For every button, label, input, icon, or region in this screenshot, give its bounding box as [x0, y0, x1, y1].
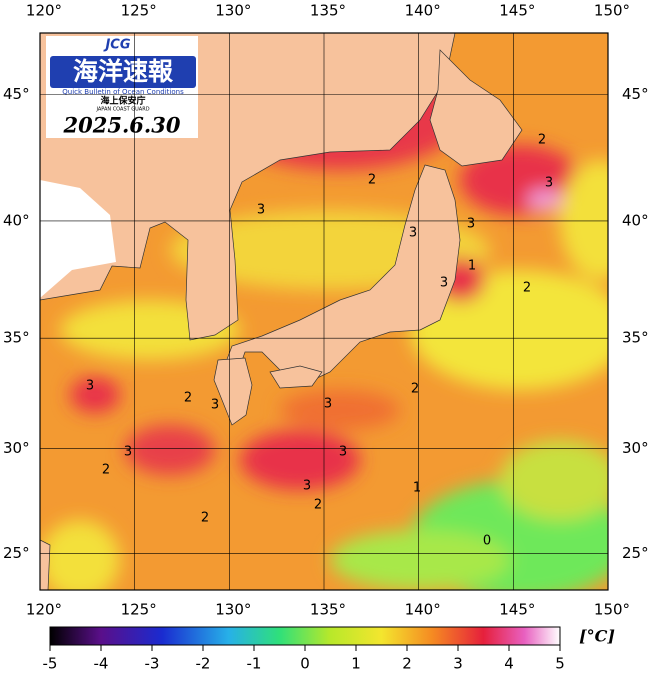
logo-agency-en: JAPAN COAST GUARD	[95, 107, 149, 113]
contour-label: 1	[413, 481, 421, 496]
lon-tick-label: 135°	[310, 601, 346, 619]
colorbar-tick-label: 5	[555, 655, 565, 673]
lon-tick-label: 130°	[215, 601, 251, 619]
lon-tick-label: 150°	[594, 2, 630, 20]
contour-label: 2	[184, 391, 192, 406]
colorbar-tick-label: 1	[351, 655, 361, 673]
logo-mark: JCG	[102, 38, 130, 53]
colorbar-tick-label: -5	[43, 655, 58, 673]
colorbar-tick-label: -3	[145, 655, 160, 673]
contour-label: 3	[124, 445, 132, 460]
lon-tick-label: 140°	[405, 601, 441, 619]
contour-label: 0	[483, 534, 491, 549]
lon-tick-label: 140°	[405, 2, 441, 20]
lat-tick-label: 40°	[3, 211, 30, 229]
lat-tick-label: 25°	[3, 544, 30, 562]
contour-label: 2	[411, 382, 419, 397]
contour-label: 3	[303, 479, 311, 494]
contour-label: 3	[324, 397, 332, 412]
colorbar-tick-label: -1	[247, 655, 262, 673]
logo-agency: 海上保安庁	[100, 95, 145, 107]
lat-tick-label: 40°	[622, 211, 649, 229]
colorbar-tick-label: 3	[453, 655, 463, 673]
logo: JCG 海洋速報 Quick Bulletin of Ocean Conditi…	[46, 36, 198, 138]
lon-tick-label: 145°	[499, 601, 535, 619]
lon-tick-label: 125°	[121, 2, 157, 20]
contour-label: 3	[409, 226, 417, 241]
contour-label: 3	[257, 203, 265, 218]
date: 2025.6.30	[63, 113, 181, 138]
lat-tick-label: 30°	[3, 439, 30, 457]
logo-subtitle: Quick Bulletin of Ocean Conditions	[62, 88, 184, 96]
no-data	[40, 180, 116, 298]
logo-title-box	[50, 56, 196, 88]
lat-tick-label: 25°	[622, 544, 649, 562]
contour-label: 3	[440, 276, 448, 291]
contour-label: 3	[545, 176, 553, 191]
colorbar-unit: [°C]	[579, 627, 615, 646]
contour-label: 2	[201, 511, 209, 526]
contour-label: 3	[86, 379, 94, 394]
contour-label: 2	[102, 463, 110, 478]
lon-tick-label: 120°	[26, 601, 62, 619]
lon-tick-label: 145°	[499, 2, 535, 20]
contour-label: 2	[523, 281, 531, 296]
lon-tick-label: 120°	[26, 2, 62, 20]
contour-label: 2	[314, 498, 322, 513]
contour-label: 2	[368, 173, 376, 188]
logo-title: 海洋速報	[73, 57, 174, 86]
lat-tick-label: 30°	[622, 439, 649, 457]
contour-label: 3	[467, 217, 475, 232]
colorbar-tick-label: -4	[94, 655, 109, 673]
contour-label: 2	[538, 133, 546, 148]
lat-tick-label: 35°	[3, 329, 30, 347]
colorbar-tick-label: 0	[300, 655, 310, 673]
colorbar-tick-label: 4	[504, 655, 514, 673]
lat-tick-label: 45°	[3, 85, 30, 103]
contour-label: 3	[211, 398, 219, 413]
colorbar-tick-label: -2	[196, 655, 211, 673]
contour-label: 3	[339, 445, 347, 460]
lat-tick-label: 45°	[622, 85, 649, 103]
lon-tick-label: 125°	[121, 601, 157, 619]
lon-tick-label: 135°	[310, 2, 346, 20]
colorbar-tick-label: 2	[402, 655, 412, 673]
lon-tick-label: 130°	[215, 2, 251, 20]
lat-tick-label: 35°	[622, 329, 649, 347]
lon-tick-label: 150°	[594, 601, 630, 619]
colorbar	[49, 626, 561, 646]
contour-label: 1	[468, 259, 476, 274]
